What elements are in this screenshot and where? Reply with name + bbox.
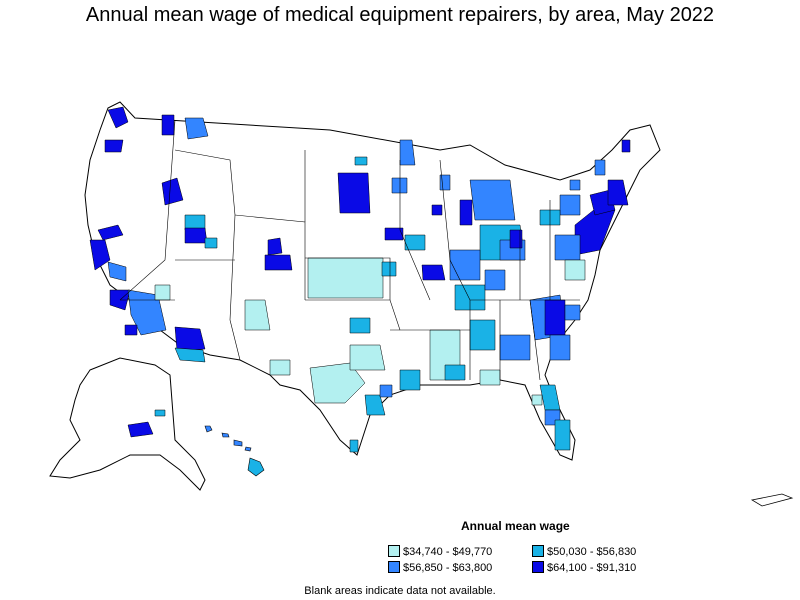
hawaii-islands bbox=[204, 425, 265, 477]
legend-item-1: $34,740 - $49,770 bbox=[388, 545, 492, 559]
legend-item-3: $56,850 - $63,800 bbox=[388, 561, 492, 575]
legend-title: Annual mean wage bbox=[461, 519, 570, 533]
legend-swatch-4 bbox=[532, 561, 544, 573]
legend-swatch-3 bbox=[388, 561, 400, 573]
legend-label-1: $34,740 - $49,770 bbox=[403, 546, 493, 558]
legend-label-4: $64,100 - $91,310 bbox=[547, 562, 637, 574]
legend-swatch-2 bbox=[532, 545, 544, 557]
legend-item-4: $64,100 - $91,310 bbox=[532, 561, 636, 575]
map-title: Annual mean wage of medical equipment re… bbox=[85, 4, 715, 26]
alaska-outline bbox=[49, 357, 206, 491]
legend-label-3: $56,850 - $63,800 bbox=[403, 562, 493, 574]
data-note: Blank areas indicate data not available. bbox=[304, 585, 496, 597]
wage-areas bbox=[89, 106, 631, 453]
puerto-rico bbox=[750, 493, 794, 507]
state-borders bbox=[119, 119, 580, 381]
legend-label-2: $50,030 - $56,830 bbox=[547, 546, 637, 558]
legend-swatch-1 bbox=[388, 545, 400, 557]
legend-item-2: $50,030 - $56,830 bbox=[532, 545, 636, 559]
